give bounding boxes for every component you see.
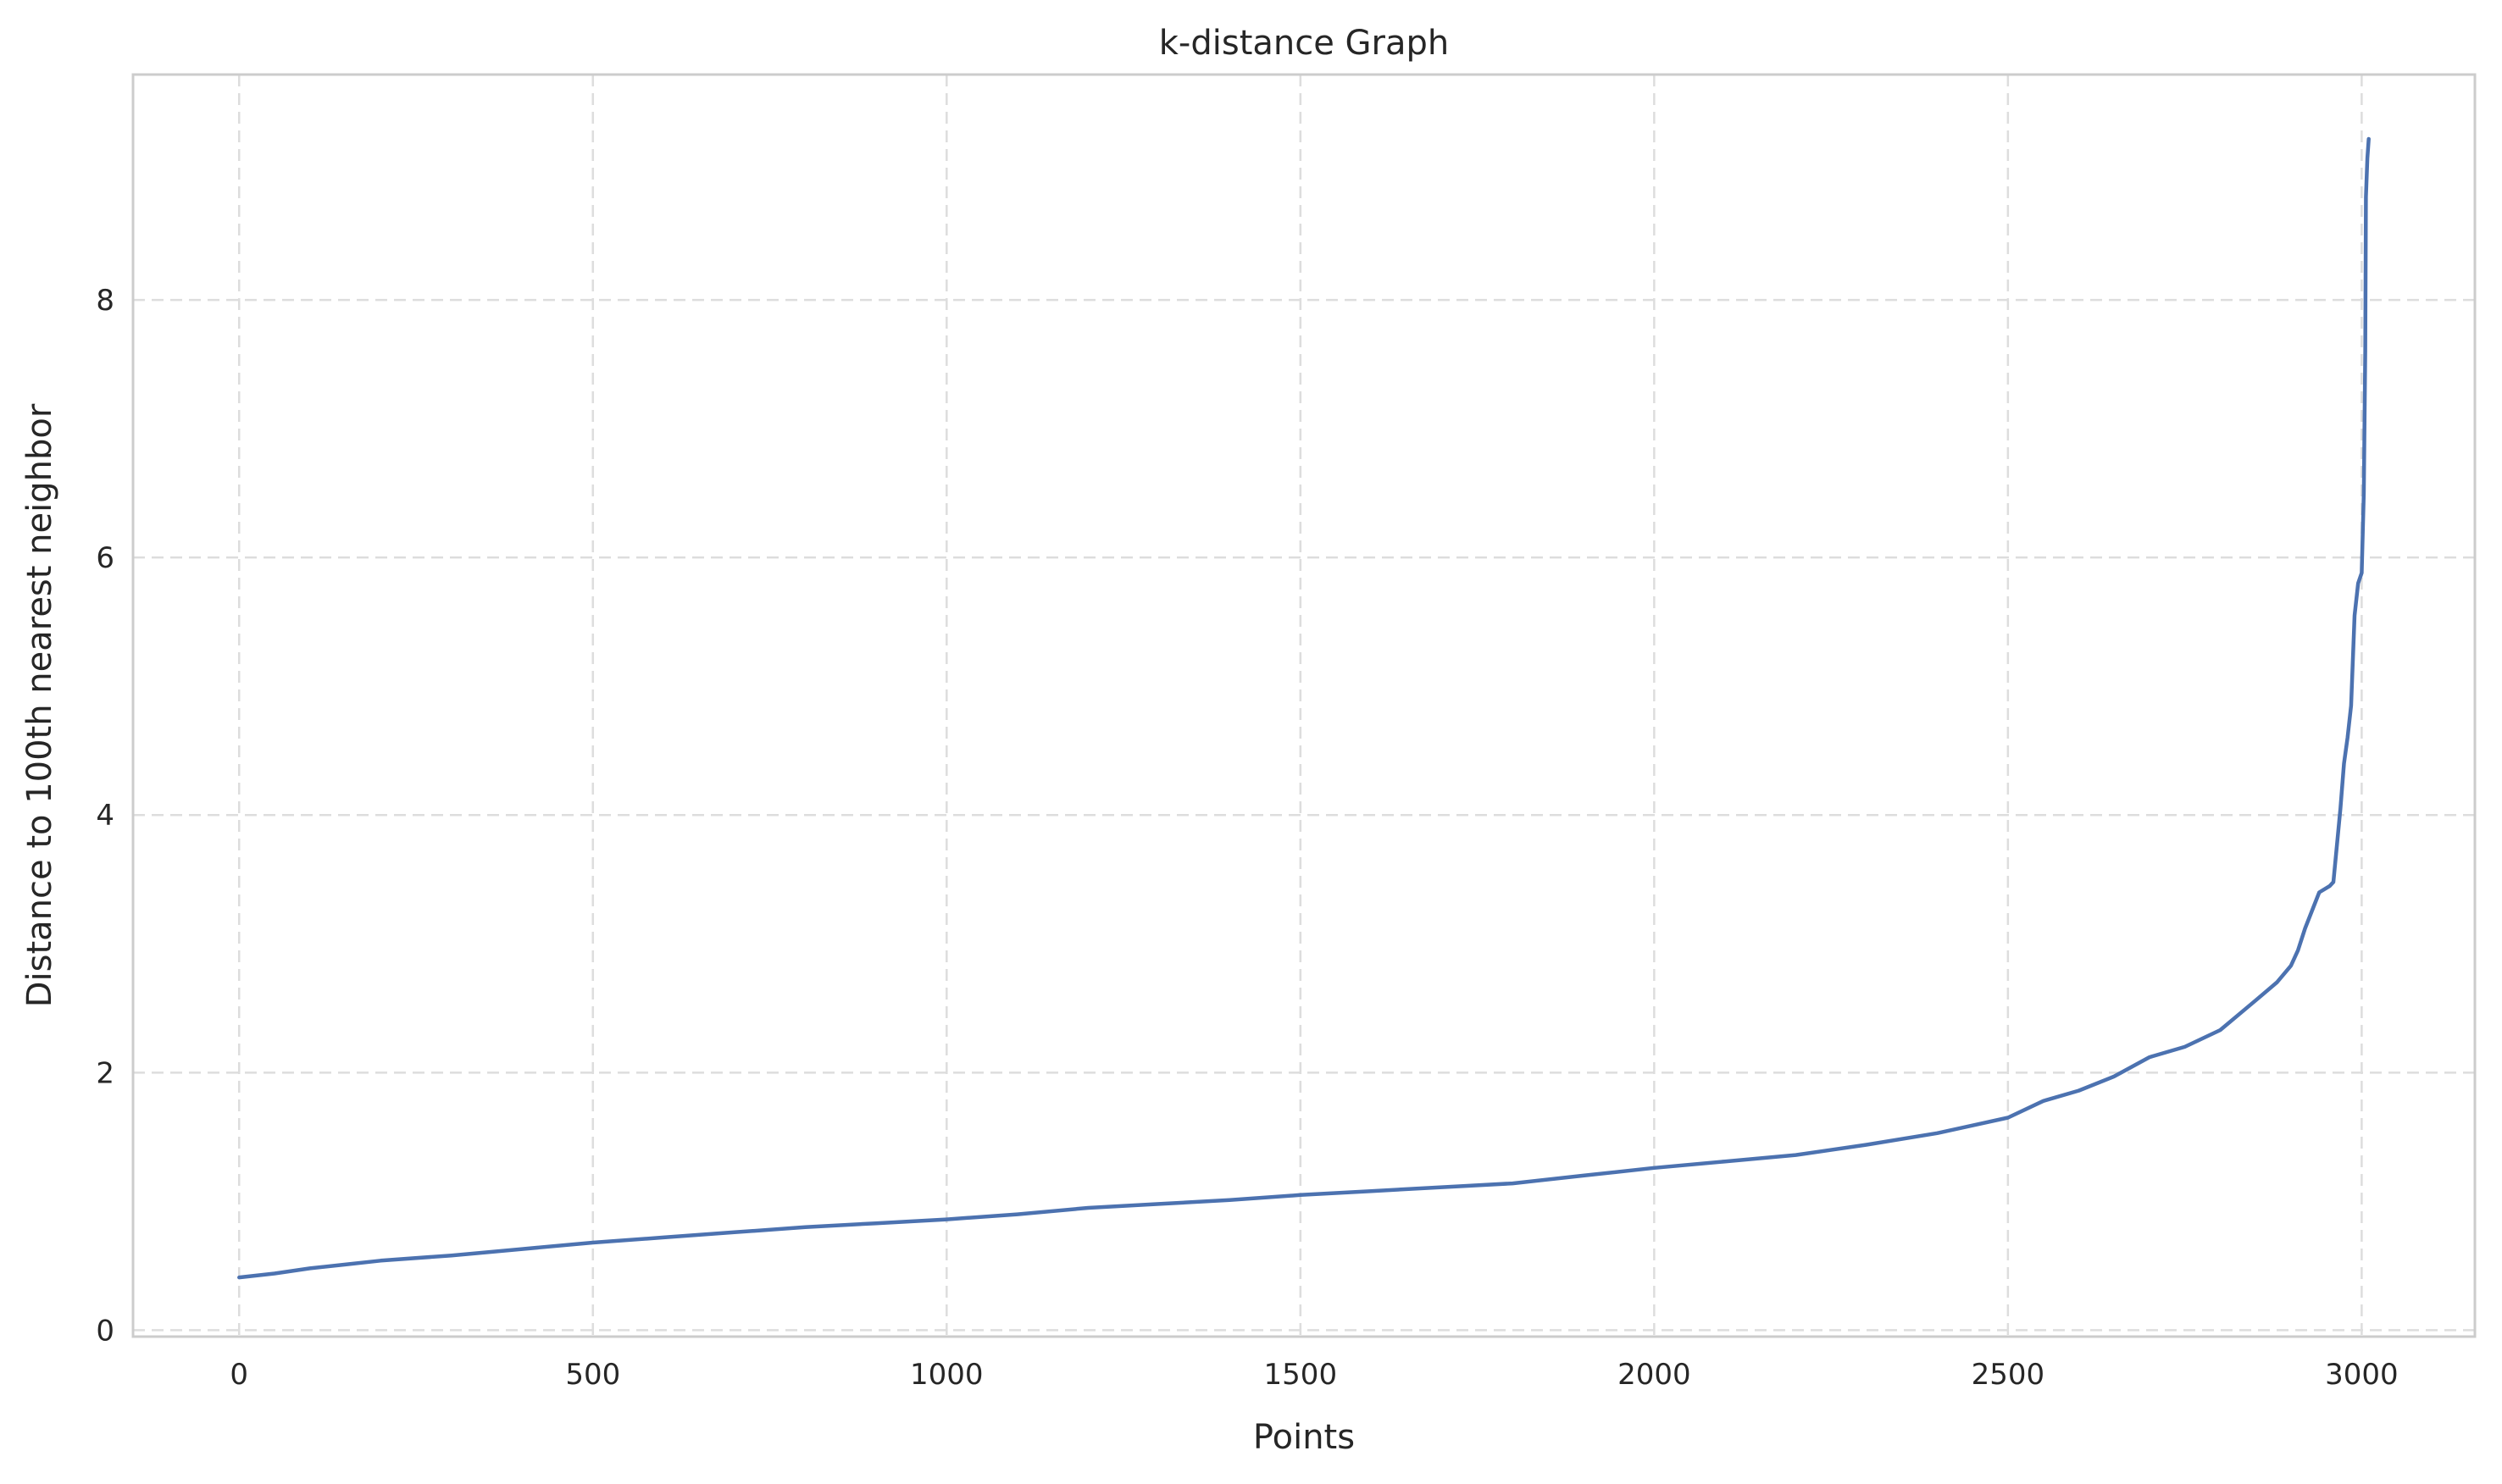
grid-layer	[133, 75, 2475, 1337]
x-tick-label: 2500	[1972, 1358, 2045, 1392]
chart-title: k-distance Graph	[1159, 24, 1450, 63]
series-layer	[237, 136, 2371, 1280]
x-tick-label: 3000	[2325, 1358, 2399, 1392]
y-tick-label: 0	[96, 1314, 114, 1348]
y-tick-label: 2	[96, 1056, 114, 1090]
y-tick-label: 4	[96, 799, 114, 833]
x-tick-label: 1000	[910, 1358, 984, 1392]
y-axis-label: Distance to 100th nearest neighbor	[20, 403, 59, 1007]
x-tick-label: 500	[565, 1358, 620, 1392]
plot-frame	[131, 73, 2477, 1338]
x-tick-label: 2000	[1617, 1358, 1691, 1392]
x-axis-label: Points	[1253, 1418, 1355, 1457]
x-tick-label: 0	[230, 1358, 248, 1392]
y-tick-label: 6	[96, 541, 114, 575]
tick-layer: 0 500 1000 1500 2000 2500 3000 0 2 4 6 8	[96, 284, 2398, 1392]
x-tick-label: 1500	[1264, 1358, 1338, 1392]
series-line	[237, 136, 2371, 1280]
y-tick-label: 8	[96, 284, 114, 318]
